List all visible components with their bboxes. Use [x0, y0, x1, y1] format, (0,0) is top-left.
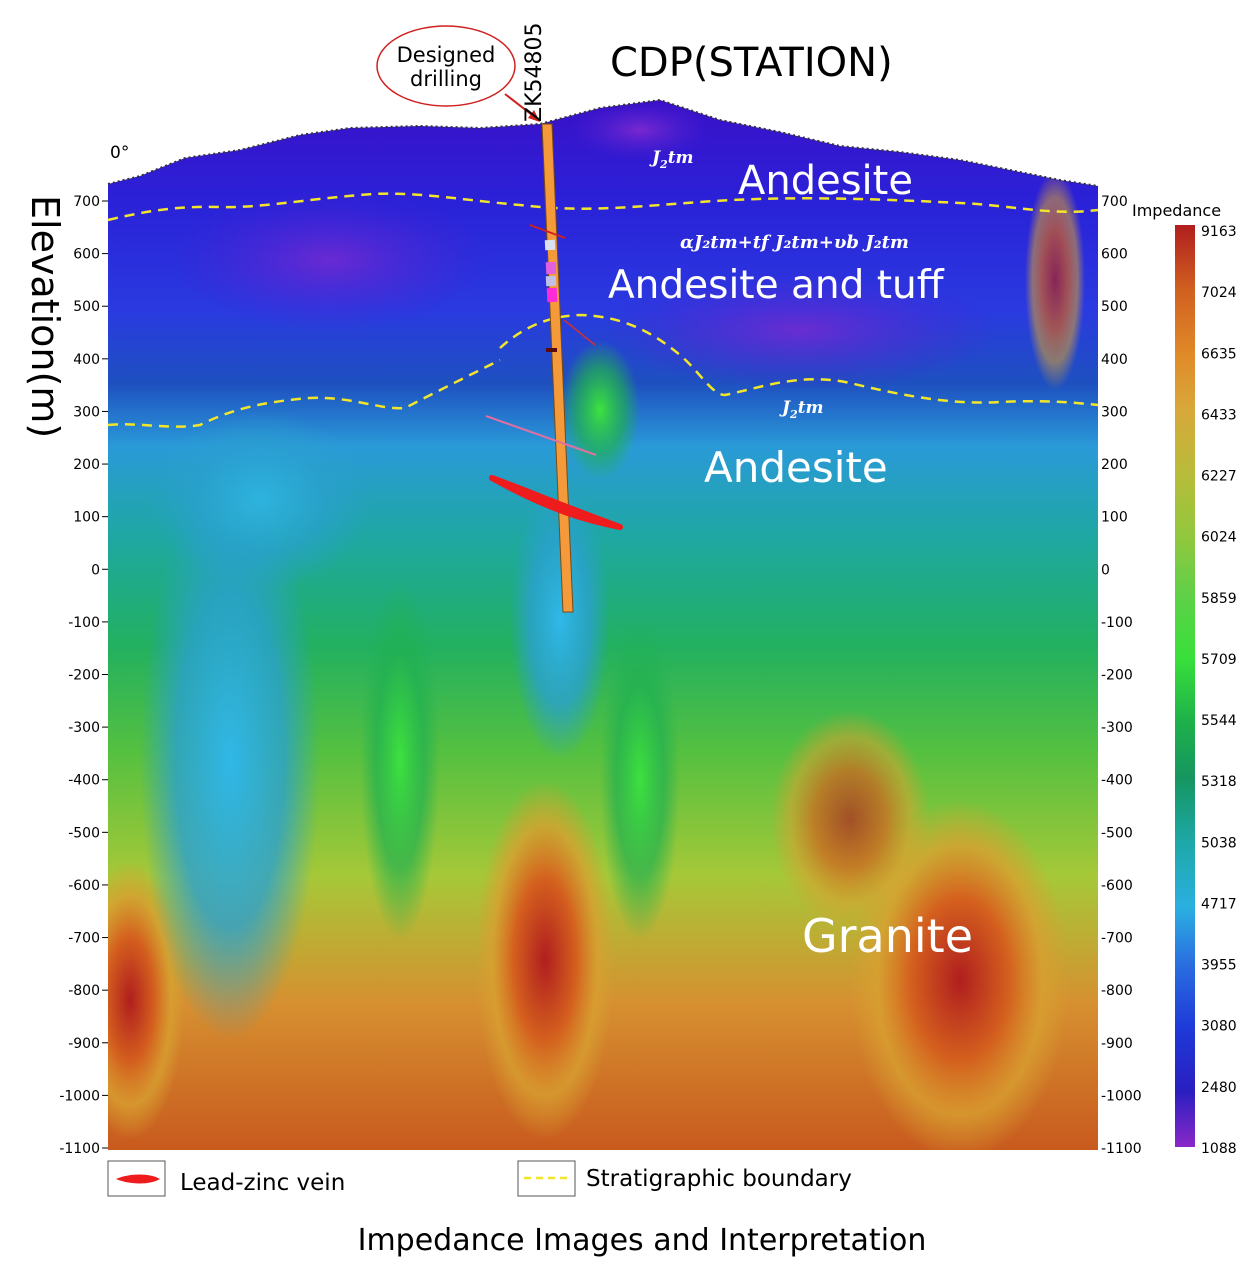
y-tick-left-label: -500	[68, 825, 100, 841]
y-axis-right: 700 600 500 400 300 200 100 0 -100 -200 -300 -400 -5…	[1101, 194, 1142, 1157]
y-tick-right-label: 100	[1101, 510, 1128, 526]
y-tick-left-label: 500	[73, 299, 100, 315]
y-tick-left-label: -800	[68, 983, 100, 999]
y-tick-right-label: -600	[1101, 878, 1133, 894]
y-tick-right-label: -1100	[1101, 1141, 1142, 1157]
y-tick-right-label: -900	[1101, 1036, 1133, 1052]
label-andesite-tuff: Andesite and tuff	[608, 263, 945, 308]
colorbar-tick-label: 6227	[1201, 469, 1237, 485]
y-tick-left-label: -1100	[59, 1141, 100, 1157]
y-axis-title: Elevation(m)	[23, 195, 67, 438]
colorbar-tick-label: 6433	[1201, 407, 1237, 423]
y-tick-right-label: -500	[1101, 825, 1133, 841]
y-tick-right-label: 600	[1101, 247, 1128, 263]
vein-trace-2	[485, 415, 597, 456]
colorbar-tick-label: 5859	[1201, 591, 1237, 607]
y-tick-left-label: 0	[91, 562, 100, 578]
y-tick-right-label: 300	[1101, 404, 1128, 420]
y-tick-left-label: 200	[73, 457, 100, 473]
legend-vein-label: Lead-zinc vein	[180, 1170, 345, 1196]
colorbar-tick-label: 5318	[1201, 774, 1237, 790]
angle-label: 0°	[110, 143, 129, 163]
stratigraphic-boundary-middle	[499, 313, 1099, 407]
drill-callout-line1: Designed	[397, 43, 496, 67]
colorbar-tick-label: 4717	[1201, 896, 1237, 912]
y-tick-right-label: -1000	[1101, 1088, 1142, 1104]
y-tick-left-label: -700	[68, 931, 100, 947]
drill-callout-arrowhead	[528, 110, 540, 122]
y-tick-right-label: -700	[1101, 931, 1133, 947]
drill-callout-oval	[376, 25, 516, 107]
y-tick-right-label: 400	[1101, 352, 1128, 368]
label-andesite-mid: Andesite	[704, 443, 888, 492]
drill-callout-line2: drilling	[410, 67, 482, 91]
colorbar-tick-label: 9163	[1201, 224, 1237, 240]
label-formula: αJ₂tm+tf J₂tm+υb J₂tm	[680, 232, 909, 253]
legend-boundary-label: Stratigraphic boundary	[586, 1166, 852, 1192]
y-tick-left-label: -100	[68, 615, 100, 631]
vein-trace-3	[563, 319, 596, 346]
y-tick-left-label: 700	[73, 194, 100, 210]
y-tick-left-label: -1000	[59, 1088, 100, 1104]
figure-caption: Impedance Images and Interpretation	[358, 1223, 927, 1258]
y-tick-left-label: -300	[68, 720, 100, 736]
y-axis-left: 700 600 500 400 300 200 100 0 -100 -200 -300 -400 -5…	[59, 194, 108, 1157]
colorbar-title: Impedance	[1132, 201, 1221, 220]
y-tick-right-label: -800	[1101, 983, 1133, 999]
vein-trace-1	[529, 224, 566, 239]
colorbar-tick-label: 3955	[1201, 958, 1237, 974]
y-tick-left-label: 300	[73, 404, 100, 420]
y-tick-right-label: 500	[1101, 299, 1128, 315]
colorbar-tick-label: 6024	[1201, 530, 1237, 546]
label-jtm-mid: J2tm	[779, 398, 824, 421]
colorbar	[1175, 225, 1195, 1147]
y-tick-left-label: -900	[68, 1036, 100, 1052]
colorbar-tick-label: 6635	[1201, 346, 1237, 362]
drill-callout-arrow	[504, 93, 537, 119]
well-id: ZK54805	[522, 23, 547, 122]
y-tick-left-label: 100	[73, 510, 100, 526]
colorbar-tick-label: 5709	[1201, 652, 1237, 668]
y-tick-right-label: 0	[1101, 562, 1110, 578]
y-tick-left-label: -200	[68, 668, 100, 684]
y-tick-right-label: -100	[1101, 615, 1133, 631]
label-andesite-top: Andesite	[738, 158, 913, 204]
colorbar-tick-label: 2480	[1201, 1080, 1237, 1096]
stratigraphic-boundary-lower	[107, 358, 501, 428]
y-tick-right-label: -300	[1101, 720, 1133, 736]
colorbar-tick-label: 7024	[1201, 285, 1237, 301]
y-tick-right-label: -200	[1101, 668, 1133, 684]
y-tick-left-label: -600	[68, 878, 100, 894]
colorbar-ticks: 9163 7024 6635 6433 6227 6024 5859 5709 5544 5318…	[1201, 224, 1237, 1157]
cdp-title: CDP(STATION)	[610, 40, 893, 86]
y-tick-left-label: 600	[73, 247, 100, 263]
topography-line	[107, 98, 1099, 187]
y-tick-right-label: -400	[1101, 773, 1133, 789]
drill-hole	[541, 123, 574, 613]
legend-vein-swatch	[116, 1174, 160, 1184]
colorbar-tick-label: 5038	[1201, 835, 1237, 851]
label-jtm-top: J2tm	[649, 148, 694, 171]
y-tick-left-label: -400	[68, 773, 100, 789]
impedance-section	[108, 100, 1098, 1150]
lead-zinc-vein	[489, 475, 623, 530]
y-tick-right-label: 700	[1101, 194, 1128, 210]
colorbar-tick-label: 1088	[1201, 1141, 1237, 1157]
colorbar-tick-label: 3080	[1201, 1019, 1237, 1035]
y-tick-left-label: 400	[73, 352, 100, 368]
colorbar-tick-label: 5544	[1201, 713, 1237, 729]
y-tick-right-label: 200	[1101, 457, 1128, 473]
label-granite: Granite	[802, 909, 973, 963]
